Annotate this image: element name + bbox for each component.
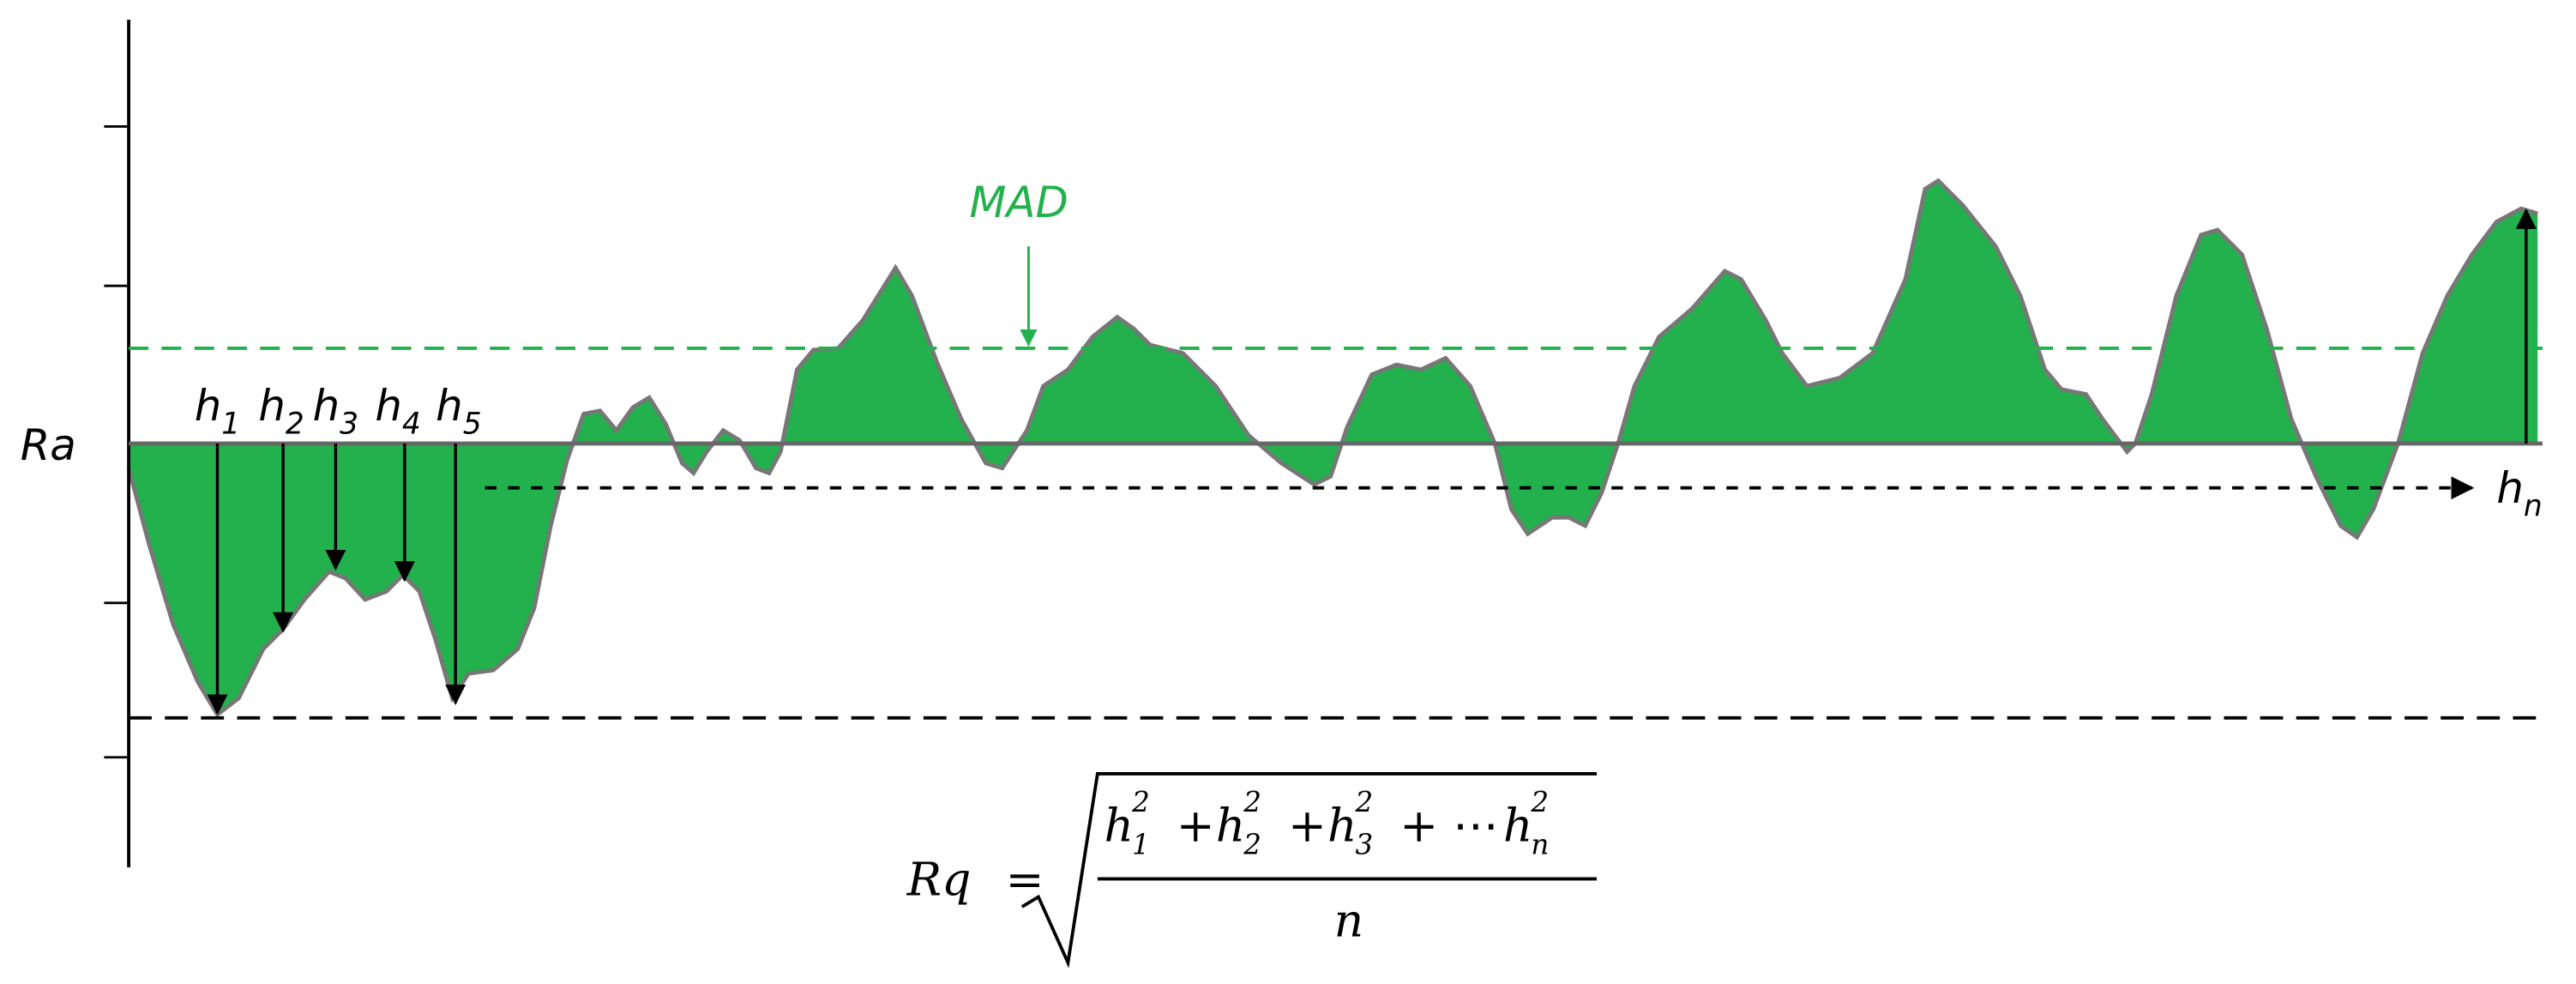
numerator: h21 + h22 + h23 + ⋯ h2n	[1104, 786, 1550, 861]
h: h	[313, 381, 340, 431]
term-base: h	[1503, 798, 1533, 852]
hn-sub: n	[2524, 489, 2543, 523]
mad-label: MAD	[970, 178, 1068, 227]
operator: +	[1288, 798, 1327, 852]
term-base: h	[1216, 798, 1246, 852]
term-base: h	[1327, 798, 1357, 852]
h-sub: 1	[221, 407, 240, 442]
height-labels: h1 h2 h3 h4 h5	[195, 381, 482, 441]
ra-label: Ra	[21, 420, 76, 470]
profile-fill	[129, 180, 2538, 715]
term-sup: 2	[1131, 786, 1150, 818]
term-sub: n	[1531, 829, 1549, 861]
term-sup: 2	[1530, 786, 1549, 818]
term-sup: 2	[1355, 786, 1374, 818]
h-sub: 4	[402, 407, 421, 442]
h-label: h4	[375, 381, 420, 441]
h-label: h2	[258, 381, 304, 441]
h: h	[375, 381, 402, 431]
h-label: h5	[436, 381, 481, 441]
axis-ticks	[104, 125, 129, 759]
h-sub: 2	[286, 407, 304, 442]
h-label: h3	[313, 381, 358, 441]
h: h	[195, 381, 222, 431]
term-sub: 2	[1243, 829, 1261, 861]
operator: +	[1177, 798, 1215, 852]
denominator: n	[1334, 893, 1364, 947]
h-sub: 3	[340, 407, 358, 442]
term-base: h	[1104, 798, 1135, 852]
profile-line	[126, 178, 2538, 718]
term-sub: 3	[1356, 829, 1374, 861]
h: h	[258, 381, 286, 431]
h: h	[436, 381, 463, 431]
formula-lhs: Rq	[906, 853, 972, 907]
height-arrows	[207, 208, 2537, 715]
operator: + ⋯	[1399, 798, 1499, 852]
sqrt	[1020, 771, 1597, 969]
h: h	[2496, 463, 2524, 513]
term-sub: 1	[1132, 829, 1150, 861]
term-sup: 2	[1243, 786, 1261, 818]
h-label: h1	[195, 381, 240, 441]
hn-label: hn	[2496, 463, 2542, 523]
h-sub: 5	[463, 407, 482, 442]
